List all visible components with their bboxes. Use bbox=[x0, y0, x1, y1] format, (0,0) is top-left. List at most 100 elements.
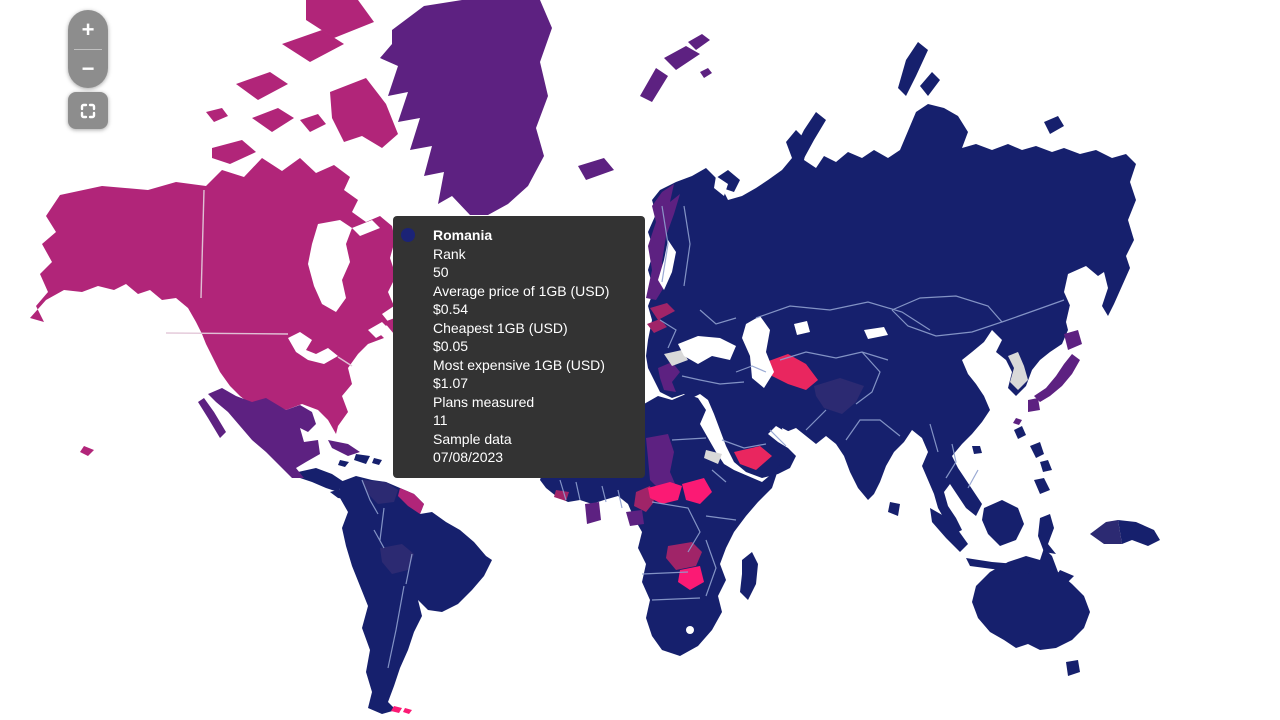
region-central-america[interactable] bbox=[298, 468, 344, 492]
tooltip-row-value: 07/08/2023 bbox=[433, 449, 504, 465]
region-guianas[interactable] bbox=[398, 488, 424, 514]
borders-on-navy bbox=[361, 205, 1065, 669]
region-mexico[interactable] bbox=[208, 388, 320, 478]
borders-on-magenta bbox=[165, 189, 353, 367]
region-hispaniola[interactable] bbox=[354, 454, 370, 464]
tooltip-row-value: $1.07 bbox=[433, 375, 469, 391]
white-sea bbox=[714, 176, 728, 196]
region-jamaica[interactable] bbox=[338, 460, 349, 467]
fullscreen-button[interactable] bbox=[68, 92, 108, 129]
region-cuba[interactable] bbox=[328, 440, 360, 456]
zoom-out-button[interactable]: − bbox=[81, 55, 95, 81]
region-bolivia[interactable] bbox=[380, 544, 414, 574]
region-arctic-island-b[interactable] bbox=[282, 30, 344, 62]
region-greece[interactable] bbox=[658, 362, 680, 392]
region-central-african-republic[interactable] bbox=[648, 482, 682, 504]
aral-sea bbox=[794, 321, 810, 335]
region-victoria-island[interactable] bbox=[212, 140, 256, 164]
dark-navy-purple-regions[interactable] bbox=[362, 378, 1122, 574]
region-zambia[interactable] bbox=[666, 542, 702, 570]
region-arctic-island-a[interactable] bbox=[252, 108, 294, 132]
region-hawaii[interactable] bbox=[80, 446, 94, 456]
region-puerto-rico[interactable] bbox=[372, 458, 382, 465]
crimson-regions[interactable] bbox=[734, 354, 818, 470]
region-tasmania[interactable] bbox=[1066, 660, 1080, 676]
region-banks-island[interactable] bbox=[236, 72, 288, 100]
region-yemen[interactable] bbox=[734, 446, 772, 470]
region-eritrea[interactable] bbox=[704, 450, 722, 464]
region-panama[interactable] bbox=[330, 488, 356, 500]
fullscreen-icon bbox=[80, 103, 96, 118]
region-philippines[interactable] bbox=[1030, 442, 1052, 494]
region-baltic-states[interactable] bbox=[647, 303, 675, 333]
tooltip-row-label: Rank bbox=[433, 245, 466, 262]
tooltip-row-value: 50 bbox=[433, 264, 449, 280]
region-madagascar[interactable] bbox=[740, 552, 758, 600]
us-canada-border bbox=[165, 332, 289, 335]
dark-magenta-regions[interactable] bbox=[554, 303, 702, 570]
navy-regions[interactable] bbox=[298, 42, 1160, 714]
region-korea[interactable] bbox=[1008, 352, 1028, 390]
magenta-regions[interactable] bbox=[30, 0, 424, 514]
region-ellesmere-island[interactable] bbox=[306, 0, 374, 38]
region-taiwan[interactable] bbox=[1014, 426, 1026, 439]
region-chad[interactable] bbox=[646, 434, 676, 490]
tooltip-row-label: Average price of 1GB (USD) bbox=[433, 282, 610, 299]
region-gabon[interactable] bbox=[626, 510, 644, 526]
zoom-control: + − bbox=[68, 10, 108, 88]
region-south-america[interactable] bbox=[340, 476, 492, 714]
region-svalbard[interactable] bbox=[640, 34, 712, 102]
lesotho bbox=[686, 626, 694, 634]
region-venezuela[interactable] bbox=[362, 480, 398, 504]
region-new-siberian-islands[interactable] bbox=[1044, 116, 1064, 134]
region-borneo[interactable] bbox=[982, 500, 1024, 546]
great-lakes bbox=[288, 332, 338, 364]
tooltip-row-label: Most expensive 1GB (USD) bbox=[433, 356, 605, 373]
region-baffin-island[interactable] bbox=[330, 78, 398, 148]
region-turkmenistan[interactable] bbox=[766, 354, 818, 390]
region-south-sudan[interactable] bbox=[682, 478, 712, 504]
no-data-regions[interactable] bbox=[664, 350, 1028, 464]
purple-regions[interactable] bbox=[198, 0, 1082, 526]
region-japan-honshu[interactable] bbox=[1034, 354, 1080, 402]
region-novaya-zemlya[interactable] bbox=[792, 112, 826, 162]
gulf-st-lawrence bbox=[368, 322, 390, 338]
region-japan-hokkaido[interactable] bbox=[1064, 330, 1082, 350]
region-arctic-dot-a[interactable] bbox=[206, 108, 228, 122]
caspian-sea bbox=[742, 316, 774, 388]
zoom-in-button[interactable]: + bbox=[81, 16, 95, 42]
region-falkland-islands[interactable] bbox=[391, 706, 412, 714]
country-tooltip: Romania Rank 50 Average price of 1GB (US… bbox=[393, 216, 645, 478]
region-greenland[interactable] bbox=[380, 0, 552, 215]
tooltip-row-value: $0.54 bbox=[433, 301, 469, 317]
country-marker-icon bbox=[401, 228, 415, 242]
region-russia-asia[interactable] bbox=[646, 104, 1136, 534]
sea-of-okhotsk bbox=[1064, 266, 1104, 322]
persian-gulf bbox=[782, 428, 810, 452]
region-iceland[interactable] bbox=[578, 158, 614, 180]
region-japan-kyushu[interactable] bbox=[1013, 398, 1040, 425]
region-timor[interactable] bbox=[1056, 570, 1074, 582]
region-balkan-no-data[interactable] bbox=[664, 350, 688, 366]
region-sulawesi[interactable] bbox=[1038, 514, 1056, 554]
region-norway[interactable] bbox=[646, 184, 680, 300]
region-australia[interactable] bbox=[972, 548, 1090, 650]
region-arctic-dot-b[interactable] bbox=[300, 114, 326, 132]
region-ghana[interactable] bbox=[585, 502, 601, 524]
zoom-divider bbox=[74, 49, 102, 50]
region-baja-california[interactable] bbox=[198, 398, 226, 438]
hudson-strait bbox=[352, 220, 380, 236]
region-sri-lanka[interactable] bbox=[888, 502, 900, 516]
region-new-guinea[interactable] bbox=[1118, 520, 1160, 546]
region-north-america[interactable] bbox=[30, 158, 396, 434]
region-west-papua[interactable] bbox=[1090, 520, 1122, 544]
region-afghanistan[interactable] bbox=[814, 378, 864, 414]
tooltip-row-label: Cheapest 1GB (USD) bbox=[433, 319, 568, 336]
sea-overlays bbox=[288, 176, 1104, 634]
region-hainan[interactable] bbox=[972, 446, 982, 454]
region-severnaya-zemlya[interactable] bbox=[898, 42, 940, 96]
region-java[interactable] bbox=[966, 558, 1032, 574]
lake-balkhash bbox=[864, 327, 888, 339]
region-sumatra[interactable] bbox=[930, 508, 968, 552]
